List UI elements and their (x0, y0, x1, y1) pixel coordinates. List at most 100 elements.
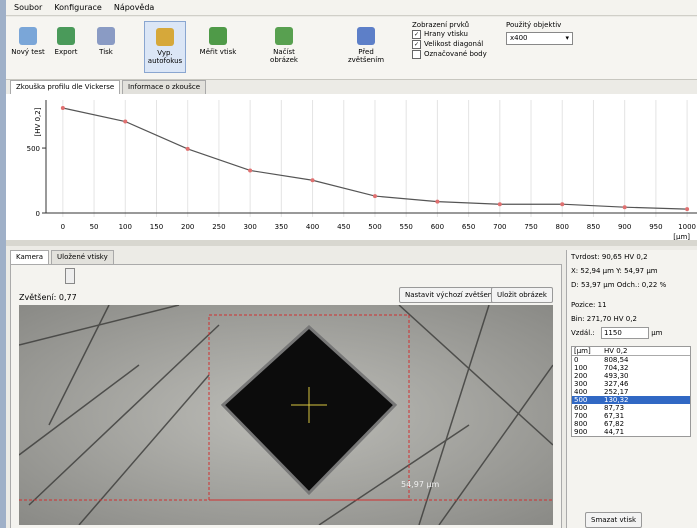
x-tick-label: 950 (649, 223, 662, 231)
table-row[interactable]: 800 67,82 (572, 420, 690, 428)
cell: 100 (574, 364, 588, 372)
profile-point (310, 178, 315, 183)
tab[interactable]: Uložené vtisky (51, 250, 114, 264)
x-tick-label: 550 (399, 223, 412, 231)
table-row[interactable]: 0 808,54 (572, 356, 690, 364)
x-tick-label: 850 (587, 223, 600, 231)
toolbar-label: Načíst obrázek (270, 48, 298, 64)
checkbox[interactable] (412, 49, 421, 59)
distance-input[interactable]: 1150 (600, 327, 649, 339)
x-tick-label: 800 (556, 223, 569, 231)
toolbar-icon (209, 27, 227, 45)
results-table: [µm] HV 0,2 0 808,54 100 704,32 200 493,30 300 32… (571, 346, 691, 437)
camera-panel: Zvětšení: 0,77 54,97 µm Nastavit výchozí… (10, 264, 562, 528)
toolbar-icon (19, 27, 37, 45)
table-row[interactable]: 100 704,32 (572, 364, 690, 372)
profile-point (185, 146, 190, 151)
distance-unit: µm (651, 329, 663, 337)
objective-value: x400 (510, 34, 528, 42)
toolbar-button[interactable]: Tisk (86, 21, 126, 56)
profile-point (685, 207, 690, 212)
checkbox-label: Velikost diagonál (424, 40, 484, 48)
hardness: Tvrdost: 90,65 HV 0,2 (571, 253, 648, 261)
diagonal: D: 53,97 µm Odch.: 0,22 % (571, 281, 667, 289)
toolbar-button[interactable]: Vyp. autofokus (144, 21, 186, 73)
camera-image: 54,97 µm (19, 305, 553, 525)
cell: 67,82 (604, 420, 625, 428)
tab[interactable]: Kamera (10, 250, 50, 264)
x-tick-label: 300 (243, 223, 256, 231)
table-row[interactable]: 600 87,73 (572, 404, 690, 412)
x-tick-label: 400 (306, 223, 319, 231)
toolbar-button[interactable]: Načíst obrázek (264, 21, 304, 64)
table-header: [µm] HV 0,2 (572, 347, 690, 356)
checkbox[interactable]: ✓ (412, 39, 421, 49)
profile-point (622, 205, 627, 210)
zoom-slider[interactable] (65, 268, 75, 284)
table-row[interactable]: 400 252,17 (572, 388, 690, 396)
objective-select[interactable]: x400 ▾ (506, 32, 573, 45)
tab[interactable]: Informace o zkoušce (122, 80, 206, 94)
checkbox[interactable]: ✓ (412, 29, 421, 39)
toolbar-icon (97, 27, 115, 45)
objective-group: Použitý objektiv x400 ▾ (506, 21, 586, 45)
cell: 44,71 (604, 428, 625, 436)
menu-item[interactable]: Konfigurace (54, 3, 102, 12)
table-row[interactable]: 700 67,31 (572, 412, 690, 420)
cell: 900 (574, 428, 588, 436)
cell: 252,17 (604, 388, 629, 396)
camera-button[interactable]: Uložit obrázek (491, 287, 553, 303)
cell: 808,54 (604, 356, 629, 364)
y-tick-label: 0 (36, 210, 40, 218)
cell: 87,73 (604, 404, 625, 412)
checkbox-row: ✓ Hrany vtisku (412, 29, 502, 39)
x-tick-label: 200 (181, 223, 194, 231)
x-tick-label: 500 (368, 223, 381, 231)
cell: 300 (574, 380, 588, 388)
menu-item[interactable]: Nápověda (113, 3, 155, 12)
table-row[interactable]: 300 327,46 (572, 380, 690, 388)
toolbar-button[interactable]: Měřit vtisk (198, 21, 238, 56)
toolbar-label: Tisk (99, 48, 113, 56)
toolbar-label: Měřit vtisk (199, 48, 237, 56)
distance-value: 1150 (603, 329, 622, 337)
x-axis-label: [µm] (673, 233, 690, 240)
group-title: Zobrazení prvků (412, 21, 470, 29)
results-panel: Tvrdost: 90,65 HV 0,2 X: 52,94 µm Y: 54,… (566, 250, 697, 528)
x-tick-label: 1000 (678, 223, 696, 231)
toolbar-button[interactable]: Export (46, 21, 86, 56)
bin: Bin: 271,70 HV 0,2 (571, 315, 637, 323)
measure-label: 54,97 µm (401, 480, 440, 489)
camera-button[interactable]: Nastavit výchozí zvětšení (399, 287, 501, 303)
x-tick-label: 600 (431, 223, 444, 231)
toolbar-icon (275, 27, 293, 45)
toolbar-label: Před zvětšením (347, 48, 385, 64)
table-row[interactable]: 500 130,32 (572, 396, 690, 404)
cell: 0 (574, 356, 579, 364)
cell: 200 (574, 372, 588, 380)
toolbar-icon (57, 27, 75, 45)
x-tick-label: 250 (212, 223, 225, 231)
toolbar-button[interactable]: Před zvětšením (346, 21, 386, 64)
x-tick-label: 700 (493, 223, 506, 231)
x-tick-label: 150 (150, 223, 163, 231)
toolbar: Zobrazení prvků ✓ Hrany vtisku ✓ Velikost d… (6, 17, 697, 80)
cell: 493,30 (604, 372, 629, 380)
menu-item[interactable]: Soubor (14, 3, 43, 12)
toolbar-icon (156, 28, 174, 46)
zoom-label: Zvětšení: 0,77 (19, 293, 77, 302)
tab[interactable]: Zkouška profilu dle Vickerse (10, 80, 121, 94)
toolbar-button[interactable]: Nový test (8, 21, 48, 56)
cell: 600 (574, 404, 588, 412)
delete-button[interactable]: Smazat vtisk (585, 512, 643, 528)
table-row[interactable]: 900 44,71 (572, 428, 690, 436)
y-axis-label: [HV 0,2] (34, 107, 42, 136)
x-tick-label: 750 (524, 223, 537, 231)
toolbar-label: Export (54, 48, 78, 56)
header-cell: [µm] (574, 347, 591, 355)
table-row[interactable]: 200 493,30 (572, 372, 690, 380)
cell: 67,31 (604, 412, 625, 420)
profile-point (248, 168, 253, 173)
checkbox-label: Označované body (424, 50, 487, 58)
